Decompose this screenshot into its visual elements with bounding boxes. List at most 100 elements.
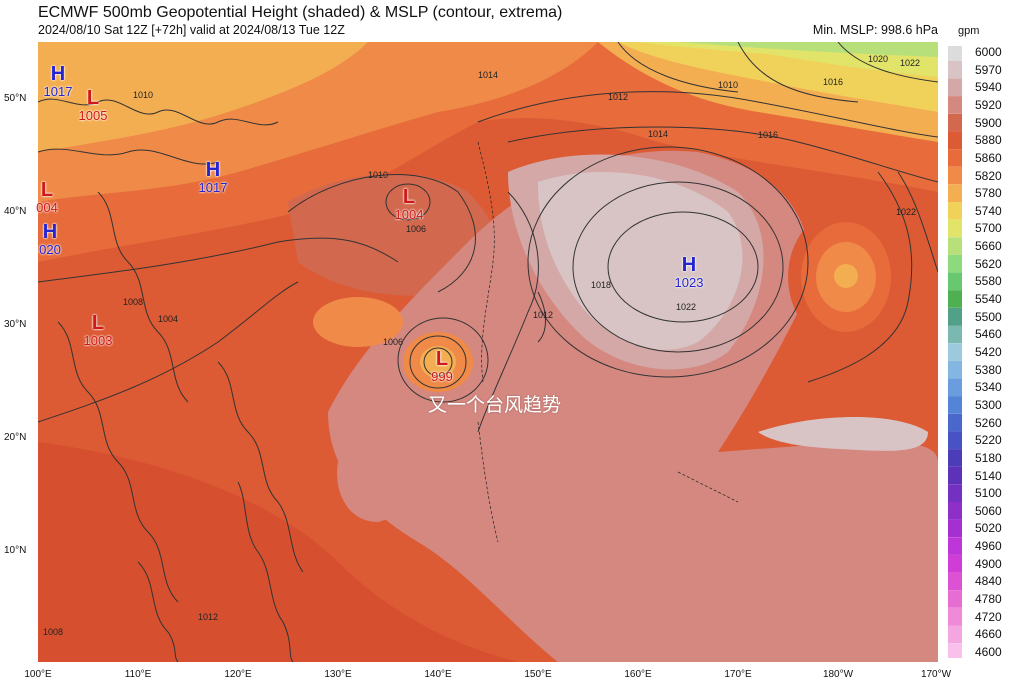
colorbar-level-label: 5920 — [975, 97, 1002, 112]
colorbar-swatch — [948, 484, 962, 502]
lat-label-50n: 50°N — [4, 93, 27, 104]
colorbar-swatch — [948, 554, 962, 573]
colorbar-level-label: 5740 — [975, 203, 1002, 218]
isobar-label: 1022 — [896, 207, 917, 217]
colorbar-swatch — [948, 502, 962, 520]
colorbar-swatch — [948, 519, 962, 538]
colorbar-level-label: 5060 — [975, 503, 1002, 518]
colorbar-level-label: 5020 — [975, 521, 1002, 536]
lon-label-170e: 170°E — [724, 669, 752, 680]
isobar-label: 1010 — [718, 80, 739, 90]
colorbar-level-label: 4840 — [975, 574, 1002, 589]
colorbar-unit: gpm — [958, 25, 980, 37]
colorbar-level-label: 4960 — [975, 539, 1002, 554]
lon-label-110e: 110°E — [124, 669, 152, 680]
colorbar-swatch — [948, 202, 962, 220]
colorbar-level-label: 5500 — [975, 309, 1002, 324]
high-symbol: H — [681, 254, 697, 276]
high-pressure-center: H 020 — [39, 222, 61, 256]
low-pressure-center: L 1004 — [395, 187, 424, 221]
colorbar-level-label: 4780 — [975, 592, 1002, 607]
colorbar-swatch — [948, 607, 962, 626]
colorbar-swatch — [948, 413, 962, 432]
colorbar-swatch — [948, 449, 962, 467]
colorbar-swatch — [948, 343, 962, 361]
low-pressure-center: L 1005 — [79, 88, 108, 122]
isobar-label: 1010 — [368, 170, 389, 180]
colorbar-swatch — [948, 643, 962, 658]
pressure-value: 999 — [431, 369, 453, 384]
colorbar-level-label: 5540 — [975, 292, 1002, 307]
isobar-label: 1008 — [123, 297, 144, 307]
colorbar-swatch — [948, 272, 962, 291]
colorbar-swatch — [948, 431, 962, 449]
isobar-label: 1010 — [133, 90, 154, 100]
colorbar-swatch — [948, 590, 962, 608]
colorbar-level-label: 4660 — [975, 627, 1002, 642]
colorbar-level-label: 5660 — [975, 239, 1002, 254]
colorbar-level-label: 5420 — [975, 345, 1002, 359]
colorbar-swatch — [948, 325, 962, 344]
colorbar-swatch — [948, 131, 962, 149]
lon-label-150e: 150°E — [524, 669, 552, 680]
map-subtitle: 2024/08/10 Sat 12Z [+72h] valid at 2024/… — [38, 23, 345, 37]
colorbar-swatch — [948, 537, 962, 555]
lat-label-20n: 20°N — [4, 432, 27, 443]
isobar-label: 1022 — [676, 302, 697, 312]
colorbar-level-label: 5140 — [975, 468, 1002, 483]
high-pressure-center: H 1017 — [199, 160, 228, 194]
typhoon-annotation: 又一个台风趋势 — [428, 395, 562, 416]
colorbar-swatch — [948, 290, 962, 308]
pressure-value: 1005 — [78, 108, 108, 123]
colorbar-level-label: 5780 — [975, 186, 1002, 201]
colorbar-level-label: 6000 — [975, 45, 1002, 59]
typhoon-low-center: L 999 — [431, 349, 453, 383]
map-panel: 1010 1014 1012 1010 1016 1020 1022 1014 … — [38, 42, 938, 662]
low-symbol: L — [91, 312, 105, 334]
lon-label-160e: 160°E — [624, 669, 652, 680]
low-symbol: L — [402, 186, 416, 208]
high-pressure-center: H 1017 — [44, 64, 73, 98]
colorbar-level-label: 5380 — [975, 362, 1002, 377]
colorbar-level-label: 5860 — [975, 150, 1002, 165]
pressure-value: 1003 — [83, 333, 113, 348]
lon-label-170w: 170°W — [920, 669, 952, 680]
colorbar-swatch — [948, 360, 962, 379]
isobar-label: 1006 — [383, 337, 404, 347]
pressure-value: 1004 — [394, 207, 424, 222]
lon-label-140e: 140°E — [424, 669, 452, 680]
lon-label-180w: 180°W — [822, 669, 854, 680]
colorbar-level-label: 5220 — [975, 433, 1002, 448]
min-mslp-readout: Min. MSLP: 998.6 hPa — [812, 23, 938, 37]
pressure-value: 004 — [36, 200, 58, 215]
colorbar-level-label: 5880 — [975, 133, 1002, 148]
isobar-label: 1014 — [478, 70, 499, 80]
colorbar-swatch — [948, 149, 962, 167]
high-pressure-center: H 1023 — [675, 255, 704, 289]
colorbar-level-label: 5460 — [975, 327, 1002, 342]
colorbar-swatch — [948, 78, 962, 97]
colorbar-swatch — [948, 572, 962, 591]
colorbar-swatch — [948, 625, 962, 644]
colorbar-level-label: 5100 — [975, 486, 1002, 501]
isobar-label: 1016 — [823, 77, 844, 87]
lon-label-120e: 120°E — [224, 669, 252, 680]
colorbar-level-label: 5340 — [975, 380, 1002, 395]
colorbar-level-label: 5820 — [975, 168, 1002, 183]
colorbar-level-label: 4600 — [975, 645, 1002, 659]
colorbar-swatch — [948, 113, 962, 132]
colorbar-level-label: 5180 — [975, 450, 1002, 465]
colorbar-level-label: 5970 — [975, 62, 1002, 77]
colorbar-swatch — [948, 219, 962, 238]
isobar-label: 1008 — [43, 627, 64, 637]
high-symbol: H — [205, 159, 221, 181]
low-pressure-center: L 004 — [36, 180, 58, 214]
isobar-label: 1014 — [648, 129, 669, 139]
high-symbol: H — [42, 221, 58, 243]
lat-label-40n: 40°N — [4, 206, 27, 217]
isobar-label: 1018 — [591, 280, 612, 290]
colorbar-swatch — [948, 60, 962, 79]
colorbar-swatch — [948, 307, 962, 326]
lon-label-130e: 130°E — [324, 669, 352, 680]
colorbar-level-label: 4720 — [975, 609, 1002, 624]
